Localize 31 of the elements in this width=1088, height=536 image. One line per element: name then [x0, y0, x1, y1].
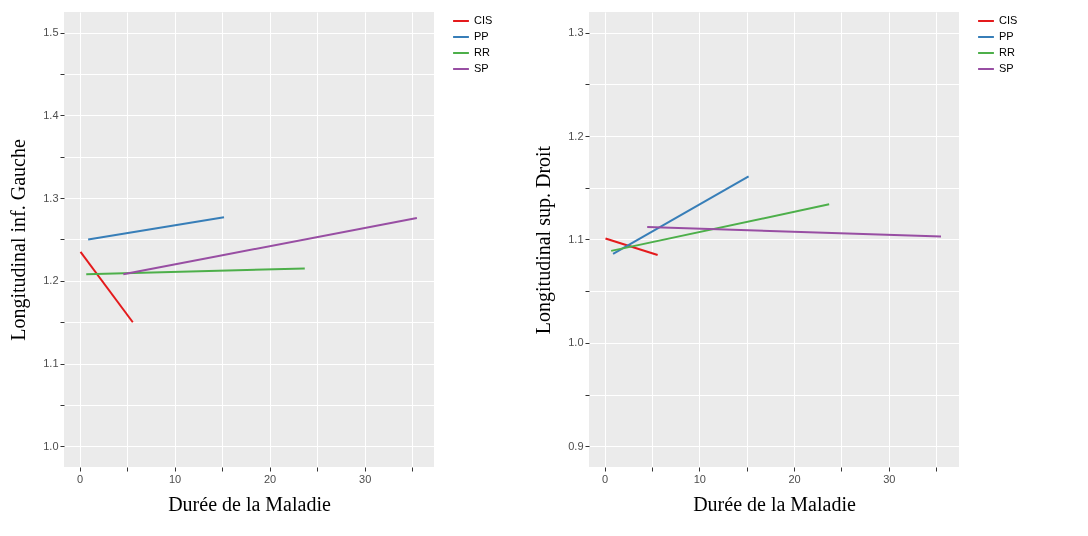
y-tick-label: 1.3	[43, 191, 59, 204]
x-tick-label: 0	[601, 472, 609, 485]
y-tick-label: 1.3	[568, 26, 584, 39]
x-tick-label: 30	[359, 472, 372, 485]
legend-label: RR	[474, 46, 490, 58]
x-tick-label: 20	[263, 472, 277, 485]
y-tick-label: 1.5	[43, 26, 59, 39]
y-axis-title: Longitudinal inf. Gauche	[7, 139, 31, 341]
legend-label: SP	[474, 62, 489, 74]
x-tick-label: 0	[77, 472, 84, 485]
legend-label: PP	[999, 30, 1014, 42]
y-tick-label: 1.0	[43, 439, 59, 452]
x-tick-label: 10	[693, 472, 706, 485]
legend-label: SP	[999, 62, 1014, 74]
y-tick-label: 1.2	[568, 129, 584, 142]
y-tick-label: 1.2	[43, 274, 59, 287]
y-axis-title: Longitudinal sup. Droit	[532, 145, 556, 335]
y-tick-label: 1.1	[43, 357, 59, 370]
x-tick-label: 30	[883, 472, 896, 485]
x-tick-label: 20	[788, 472, 801, 485]
y-tick-label: 1.0	[568, 336, 584, 349]
legend-label: RR	[999, 46, 1015, 58]
y-tick-label: 1.1	[568, 233, 584, 245]
x-axis-title: Durée de la Maladie	[693, 492, 856, 515]
y-tick-label: 1.4	[43, 108, 59, 121]
x-tick-label: 10	[168, 472, 182, 485]
x-axis-title: Durée de la Maladie	[168, 492, 331, 515]
legend-label: CIS	[999, 14, 1018, 26]
legend-label: CIS	[474, 14, 493, 26]
legend-label: PP	[474, 30, 489, 42]
y-tick-label: 0.9	[568, 439, 584, 452]
